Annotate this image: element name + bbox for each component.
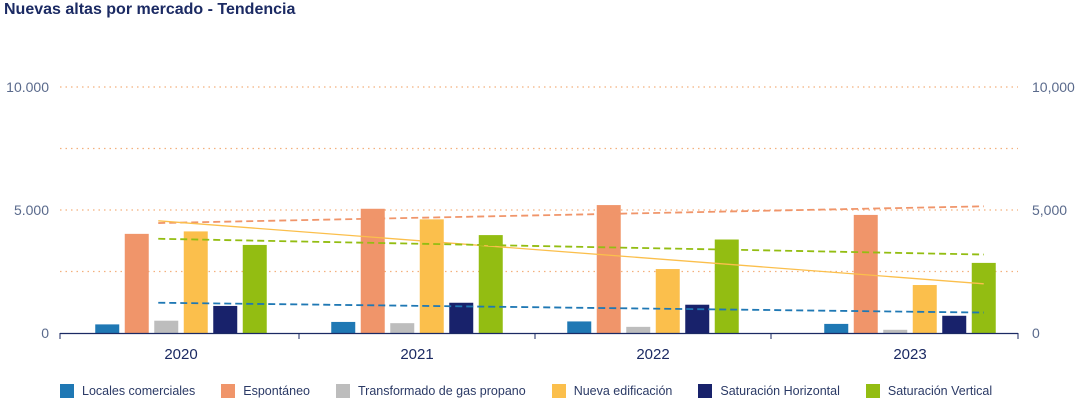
legend-swatch [60, 384, 74, 398]
trendline-espont-neo [158, 205, 984, 224]
bar-saturaci-n-horizontal-2020 [213, 305, 238, 333]
legend-item: Transformado de gas propano [335, 384, 526, 398]
bar-transformado-de-gas-propano-2023 [883, 329, 908, 333]
bar-espont-neo-2022 [596, 205, 621, 333]
bar-nueva-edificaci-n-2020 [183, 231, 208, 333]
legend-label: Locales comerciales [82, 384, 196, 398]
trendline-nueva-edificaci-n [158, 220, 984, 285]
bar-nueva-edificaci-n-2023 [912, 285, 937, 333]
x-tick-label-2021: 2021 [400, 346, 433, 363]
legend-item: Saturación Horizontal [698, 384, 840, 398]
bar-locales-comerciales-2021 [331, 321, 356, 333]
chart: 0 5.000 10.000 0 5,000 10,000 2020 2021 2022 2023 [6, 79, 1075, 363]
trendline-locales-comerciales [158, 301, 984, 314]
y-tick-left-1: 5.000 [14, 202, 49, 218]
bar-nueva-edificaci-n-2022 [655, 269, 680, 333]
bar-saturaci-n-vertical-2023 [971, 262, 996, 333]
x-tick-label-2023: 2023 [893, 346, 926, 363]
legend-swatch [335, 384, 350, 398]
legend-label: Espontáneo [243, 384, 310, 398]
bar-saturaci-n-vertical-2020 [242, 244, 267, 333]
chart-title: Nuevas altas por mercado - Tendencia [4, 1, 296, 18]
trendline-saturaci-n-vertical [158, 237, 984, 256]
bar-saturaci-n-vertical-2021 [478, 235, 503, 333]
bar-transformado-de-gas-propano-2022 [626, 326, 651, 333]
legend-label: Saturación Horizontal [720, 384, 840, 398]
legend-item: Saturación Vertical [865, 384, 993, 398]
legend-label: Saturación Vertical [887, 384, 993, 398]
legend-label: Transformado de gas propano [357, 384, 526, 398]
legend-item: Espontáneo [221, 384, 310, 398]
bar-espont-neo-2020 [124, 233, 149, 333]
y-tick-right-0: 0 [1032, 325, 1040, 341]
legend-label: Nueva edificación [573, 384, 673, 398]
bar-locales-comerciales-2023 [824, 323, 849, 333]
legend-swatch [698, 384, 713, 398]
legend-swatch [221, 384, 236, 398]
x-tick-label-2020: 2020 [164, 346, 197, 363]
legend-item: Nueva edificación [551, 384, 673, 398]
bar-saturaci-n-vertical-2022 [714, 239, 739, 333]
bar-transformado-de-gas-propano-2021 [390, 323, 415, 333]
bar-locales-comerciales-2022 [567, 321, 592, 333]
x-tick-label-2022: 2022 [636, 346, 669, 363]
bar-locales-comerciales-2020 [95, 324, 120, 333]
legend: Locales comerciales Espontáneo Transformad… [60, 382, 992, 400]
y-tick-left-2: 10.000 [6, 79, 49, 95]
bar-saturaci-n-horizontal-2021 [449, 302, 474, 333]
bar-espont-neo-2021 [360, 208, 385, 333]
y-tick-right-2: 10,000 [1032, 79, 1075, 95]
y-tick-left-0: 0 [41, 325, 49, 341]
legend-swatch [551, 384, 566, 398]
legend-swatch [865, 384, 880, 398]
bar-transformado-de-gas-propano-2020 [154, 320, 179, 333]
bar-saturaci-n-horizontal-2023 [942, 315, 967, 333]
y-tick-right-1: 5,000 [1032, 202, 1067, 218]
legend-item: Locales comerciales [60, 384, 195, 398]
bar-nueva-edificaci-n-2021 [419, 219, 444, 333]
